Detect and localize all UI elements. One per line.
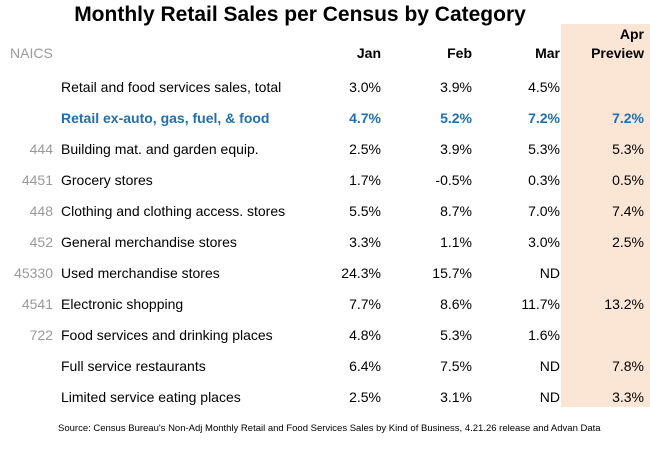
- table-row: 722 Food services and drinking places 4.8%…: [0, 327, 650, 358]
- naics-code: 448: [29, 203, 53, 219]
- apr-preview-highlight: [561, 24, 650, 407]
- jan-value: 2.5%: [349, 389, 381, 405]
- apr-value: 0.5%: [612, 172, 644, 188]
- feb-header: Feb: [447, 45, 472, 61]
- mar-value: 3.0%: [528, 234, 560, 250]
- jan-value: 2.5%: [349, 141, 381, 157]
- category-label: Building mat. and garden equip.: [61, 141, 259, 157]
- apr-value: 7.8%: [612, 358, 644, 374]
- mar-value: ND: [539, 389, 560, 405]
- category-label: Clothing and clothing access. stores: [61, 203, 286, 219]
- category-label: Food services and drinking places: [61, 327, 273, 343]
- table-row: Limited service eating places 2.5% 3.1% ND 3…: [0, 389, 650, 420]
- mar-value: 1.6%: [528, 327, 560, 343]
- category-label: Electronic shopping: [61, 296, 184, 312]
- preview-header: Preview: [591, 45, 644, 61]
- naics-code: 722: [29, 327, 53, 343]
- jan-value: 6.4%: [349, 358, 381, 374]
- feb-value: 1.1%: [440, 234, 472, 250]
- category-label: Limited service eating places: [61, 389, 241, 405]
- mar-value: 7.0%: [528, 203, 560, 219]
- apr-value: 13.2%: [604, 296, 644, 312]
- category-label: Retail ex-auto, gas, fuel, & food: [61, 110, 270, 126]
- jan-header: Jan: [356, 45, 381, 61]
- apr-value: 7.4%: [612, 203, 644, 219]
- jan-value: 24.3%: [341, 265, 381, 281]
- feb-value: 8.7%: [440, 203, 472, 219]
- table-row: 444 Building mat. and garden equip. 2.5% 3.…: [0, 141, 650, 172]
- category-label: Full service restaurants: [61, 358, 206, 374]
- jan-value: 4.7%: [349, 110, 381, 126]
- mar-value: 7.2%: [528, 110, 560, 126]
- table-row: 45330 Used merchandise stores 24.3% 15.7% ND: [0, 265, 650, 296]
- jan-value: 4.8%: [349, 327, 381, 343]
- mar-value: 5.3%: [528, 141, 560, 157]
- jan-value: 3.3%: [349, 234, 381, 250]
- source-note: Source: Census Bureau's Non-Adj Monthly …: [58, 423, 601, 434]
- mar-value: ND: [539, 358, 560, 374]
- mar-value: 11.7%: [521, 296, 560, 312]
- feb-value: 3.9%: [440, 79, 472, 95]
- feb-value: 15.7%: [432, 265, 472, 281]
- jan-value: 7.7%: [349, 296, 381, 312]
- mar-value: 4.5%: [528, 79, 560, 95]
- table-row: Retail ex-auto, gas, fuel, & food 4.7% 5.2…: [0, 110, 650, 141]
- jan-value: 1.7%: [349, 172, 381, 188]
- category-label: Used merchandise stores: [61, 265, 220, 281]
- category-label: Retail and food services sales, total: [61, 79, 282, 95]
- table-row: Full service restaurants 6.4% 7.5% ND 7.8%: [0, 358, 650, 389]
- category-label: General merchandise stores: [61, 234, 237, 250]
- apr-value: 3.3%: [612, 389, 644, 405]
- chart-title: Monthly Retail Sales per Census by Categ…: [74, 3, 526, 26]
- naics-code: 452: [29, 234, 53, 250]
- naics-code: 444: [29, 141, 53, 157]
- table-row: 4451 Grocery stores 1.7% -0.5% 0.3% 0.5%: [0, 172, 650, 203]
- feb-value: 5.2%: [440, 110, 472, 126]
- feb-value: 3.9%: [440, 141, 472, 157]
- category-label: Grocery stores: [61, 172, 153, 188]
- apr-value: 7.2%: [612, 110, 644, 126]
- apr-value: 2.5%: [612, 234, 644, 250]
- apr-value: 5.3%: [612, 141, 644, 157]
- table-row: Retail and food services sales, total 3.0…: [0, 79, 650, 110]
- table-row: 448 Clothing and clothing access. stores 5…: [0, 203, 650, 234]
- naics-code: 45330: [14, 265, 53, 281]
- mar-value: ND: [539, 265, 560, 281]
- feb-value: 7.5%: [440, 358, 472, 374]
- jan-value: 3.0%: [349, 79, 381, 95]
- feb-value: -0.5%: [435, 172, 472, 188]
- feb-value: 8.6%: [440, 296, 472, 312]
- naics-header: NAICS: [10, 45, 53, 61]
- mar-header: Mar: [535, 45, 560, 61]
- naics-code: 4541: [21, 296, 53, 312]
- naics-code: 4451: [21, 172, 53, 188]
- feb-value: 5.3%: [440, 327, 472, 343]
- jan-value: 5.5%: [349, 203, 381, 219]
- mar-value: 0.3%: [528, 172, 560, 188]
- table-row: 452 General merchandise stores 3.3% 1.1% 3.0…: [0, 234, 650, 265]
- table-row: 4541 Electronic shopping 7.7% 8.6% 11.7% 13.2…: [0, 296, 650, 327]
- apr-header: Apr: [619, 26, 644, 42]
- feb-value: 3.1%: [440, 389, 472, 405]
